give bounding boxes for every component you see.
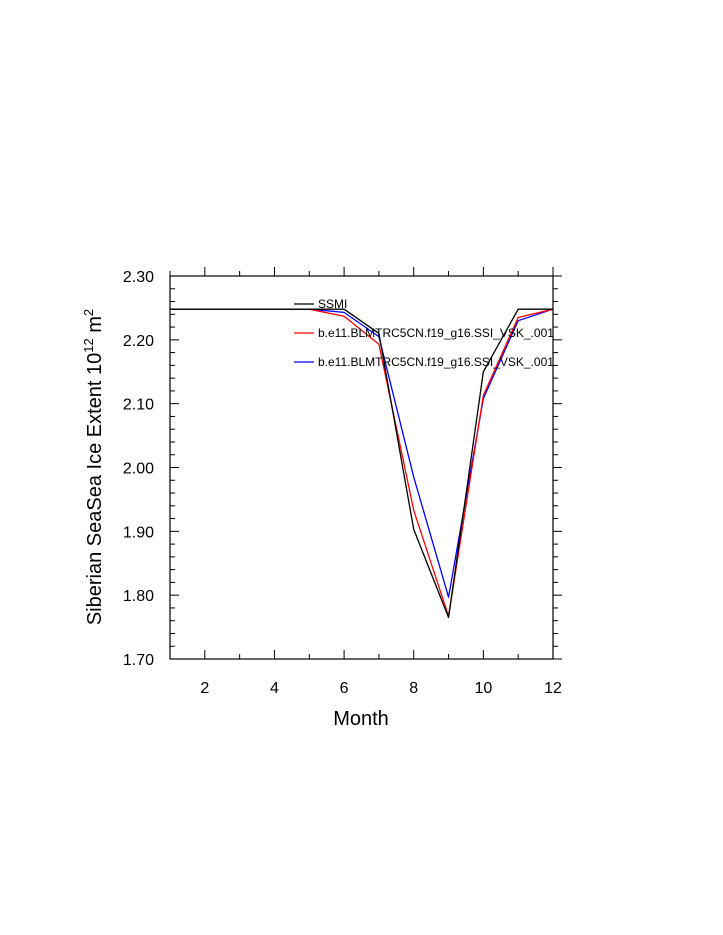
y-tick-label: 1.70 xyxy=(123,652,154,669)
legend-label-2: b.e11.BLMTRC5CN.f19_g16.SSI_VSK_.001 xyxy=(318,326,554,340)
legend: SSMI b.e11.BLMTRC5CN.f19_g16.SSI_VSK_.001… xyxy=(294,297,554,369)
x-axis-title: Month xyxy=(333,708,389,730)
y-axis-title-unit: m xyxy=(84,316,106,338)
x-tick-label: 10 xyxy=(474,680,492,697)
x-tick-label: 12 xyxy=(544,680,562,697)
legend-label-1: SSMI xyxy=(318,297,347,311)
y-axis-title-unit-exponent: 2 xyxy=(81,309,96,316)
y-tick-label: 1.90 xyxy=(123,524,154,541)
y-axis-title: Siberian SeaSea Ice Extent 1012 m2 xyxy=(81,309,106,625)
series-layer xyxy=(170,308,554,619)
x-tick-label: 2 xyxy=(200,680,209,697)
y-tick-label: 2.10 xyxy=(123,397,154,414)
y-tick-label: 1.80 xyxy=(123,588,154,605)
y-tick-label: 2.30 xyxy=(123,269,154,286)
y-tick-label: 2.20 xyxy=(123,333,154,350)
x-tick-label: 6 xyxy=(340,680,349,697)
x-tick-label: 8 xyxy=(409,680,418,697)
y-tick-label: 2.00 xyxy=(123,461,154,478)
series-line-1 xyxy=(170,308,553,619)
legend-label-3: b.e11.BLMTRC5CN.f19_g16.SSI_VSK_.001 xyxy=(318,355,554,369)
x-tick-label: 4 xyxy=(270,680,279,697)
ticks-layer: 2 4 6 8 10 12 1.70 1.80 1.90 2.00 2.10 2.20 2.30 xyxy=(123,267,562,697)
series-line-3 xyxy=(170,308,554,598)
y-axis-title-exponent: 12 xyxy=(81,338,96,352)
y-axis-title-text: Siberian SeaSea Ice Extent 10 xyxy=(84,353,106,625)
